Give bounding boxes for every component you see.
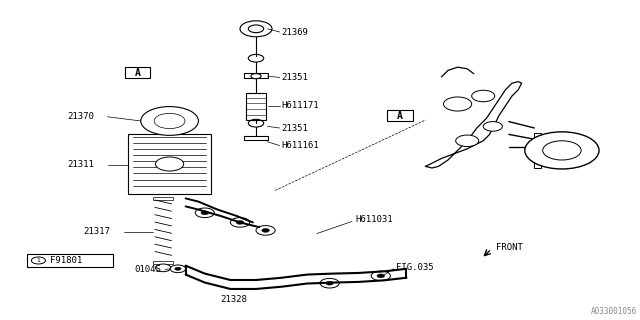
Text: 21351: 21351 — [282, 124, 308, 132]
Text: H611161: H611161 — [282, 141, 319, 150]
Circle shape — [444, 97, 472, 111]
Circle shape — [543, 141, 581, 160]
Text: H611031: H611031 — [355, 215, 393, 224]
Text: A033001056: A033001056 — [591, 308, 637, 316]
Text: FIG.035: FIG.035 — [396, 263, 433, 272]
Text: 21317: 21317 — [83, 228, 110, 236]
Text: 21311: 21311 — [67, 160, 94, 169]
Circle shape — [154, 113, 185, 129]
Text: 21369: 21369 — [282, 28, 308, 36]
Text: 21370: 21370 — [67, 112, 94, 121]
Bar — [153, 197, 173, 200]
Text: H611171: H611171 — [282, 101, 319, 110]
Text: A: A — [134, 68, 141, 78]
Circle shape — [262, 228, 269, 232]
Text: F91801: F91801 — [50, 256, 82, 265]
Bar — [387, 110, 413, 121]
Circle shape — [156, 264, 171, 272]
Circle shape — [456, 135, 479, 147]
Text: 21328: 21328 — [221, 295, 248, 304]
Circle shape — [248, 25, 264, 33]
Circle shape — [31, 257, 45, 264]
Bar — [534, 133, 541, 168]
Circle shape — [141, 107, 198, 135]
Bar — [125, 67, 150, 78]
Circle shape — [201, 211, 209, 215]
Bar — [244, 73, 268, 78]
Circle shape — [230, 218, 250, 227]
Text: 0104S: 0104S — [134, 265, 161, 274]
Circle shape — [371, 271, 390, 281]
Text: FRONT: FRONT — [496, 243, 523, 252]
Text: A: A — [397, 110, 403, 121]
Circle shape — [256, 226, 275, 235]
Bar — [244, 136, 268, 140]
Circle shape — [156, 157, 184, 171]
Circle shape — [326, 281, 333, 285]
Circle shape — [236, 220, 244, 224]
Circle shape — [377, 274, 385, 278]
Text: 21351: 21351 — [282, 73, 308, 82]
Circle shape — [195, 208, 214, 218]
Circle shape — [251, 74, 261, 79]
Bar — [128, 134, 211, 194]
Circle shape — [240, 21, 272, 37]
Circle shape — [525, 132, 599, 169]
Bar — [27, 254, 113, 267]
Bar — [153, 261, 173, 264]
Circle shape — [175, 267, 181, 270]
Bar — [246, 93, 266, 120]
Circle shape — [170, 265, 186, 273]
Text: 1: 1 — [36, 258, 40, 263]
Circle shape — [320, 278, 339, 288]
Circle shape — [483, 122, 502, 131]
Circle shape — [472, 90, 495, 102]
